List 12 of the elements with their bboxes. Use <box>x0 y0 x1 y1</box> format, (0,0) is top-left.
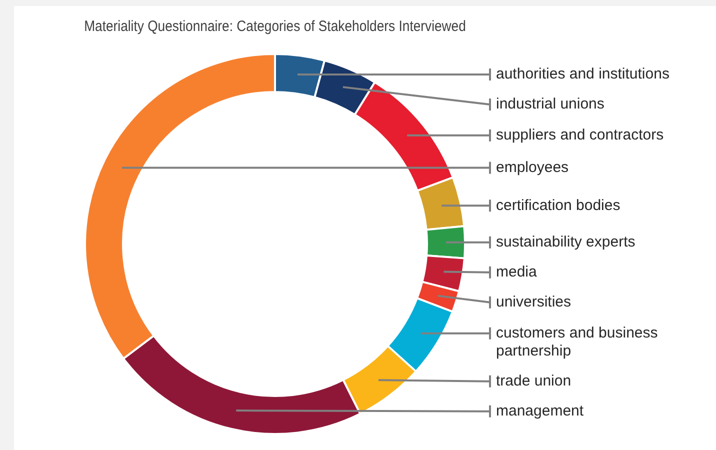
slice-label: customers and business partnership <box>496 324 658 360</box>
slice-label: media <box>496 264 538 281</box>
slice-label: trade union <box>496 372 572 390</box>
slice-label: universities <box>496 294 572 311</box>
slice-label: employees <box>496 158 569 176</box>
slice-label: sustainability experts <box>496 234 636 251</box>
slice-label: certification bodies <box>496 196 620 214</box>
slice-label: authorities and institutions <box>496 66 670 83</box>
chart-title: Materiality Questionnaire: Categories of Stakeholders Interviewed <box>84 17 466 34</box>
slice-label: industrial unions <box>496 96 604 113</box>
slice-label: management <box>496 402 584 420</box>
slice-label: suppliers and contractors <box>496 126 664 144</box>
